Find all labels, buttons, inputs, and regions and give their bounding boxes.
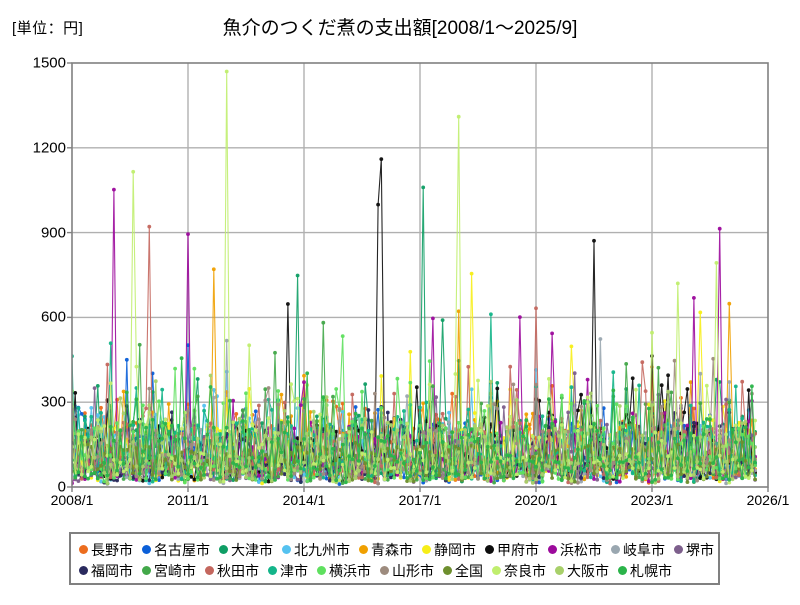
legend-color-swatch-icon <box>317 566 326 575</box>
legend-color-swatch-icon <box>422 545 431 554</box>
legend-color-swatch-icon <box>205 566 214 575</box>
legend-item-label: 大津市 <box>231 541 273 558</box>
legend-item-label: 横浜市 <box>329 562 371 579</box>
legend-color-swatch-icon <box>219 545 228 554</box>
legend-color-swatch-icon <box>492 566 501 575</box>
legend-color-swatch-icon <box>548 545 557 554</box>
legend-item[interactable]: 津市 <box>268 564 308 578</box>
legend-color-swatch-icon <box>268 566 277 575</box>
legend-item-label: 浜松市 <box>560 541 602 558</box>
x-tick-label: 2020/1 <box>514 492 558 508</box>
legend-color-swatch-icon <box>282 545 291 554</box>
legend-color-swatch-icon <box>380 566 389 575</box>
legend-color-swatch-icon <box>618 566 627 575</box>
legend-item[interactable]: 大阪市 <box>555 564 609 578</box>
legend-item-label: 長野市 <box>91 541 133 558</box>
legend-item-label: 宮崎市 <box>154 562 196 579</box>
legend-item-label: 福岡市 <box>91 562 133 579</box>
legend-color-swatch-icon <box>674 545 683 554</box>
legend-item[interactable]: 青森市 <box>359 543 413 557</box>
legend-item[interactable]: 長野市 <box>79 543 133 557</box>
legend-color-swatch-icon <box>485 545 494 554</box>
x-tick-label: 2011/1 <box>167 492 209 508</box>
legend-color-swatch-icon <box>142 566 151 575</box>
legend-item[interactable]: 浜松市 <box>548 543 602 557</box>
legend-item[interactable]: 岐阜市 <box>611 543 665 557</box>
legend-item[interactable]: 北九州市 <box>282 543 350 557</box>
legend-item[interactable]: 福岡市 <box>79 564 133 578</box>
legend-item[interactable]: 山形市 <box>380 564 434 578</box>
legend-color-swatch-icon <box>359 545 368 554</box>
legend-item[interactable]: 宮崎市 <box>142 564 196 578</box>
legend-item[interactable]: 札幌市 <box>618 564 672 578</box>
legend-item-label: 名古屋市 <box>154 541 210 558</box>
legend-item[interactable]: 奈良市 <box>492 564 546 578</box>
legend-row-1: 長野市 名古屋市 大津市 北九州市 青森市 静岡市 甲府市 浜松市 岐阜市 堺市 <box>79 539 714 560</box>
y-tick-label: 300 <box>40 393 66 411</box>
legend-item-label: 全国 <box>455 562 483 579</box>
unit-label: [単位：円] <box>12 20 84 37</box>
legend-item-label: 静岡市 <box>434 541 476 558</box>
legend-item[interactable]: 秋田市 <box>205 564 259 578</box>
legend-item-label: 山形市 <box>392 562 434 579</box>
legend-color-swatch-icon <box>611 545 620 554</box>
legend-item-label: 大阪市 <box>567 562 609 579</box>
y-tick-label: 1200 <box>32 139 66 157</box>
legend-item-label: 岐阜市 <box>623 541 665 558</box>
legend-item-label: 青森市 <box>371 541 413 558</box>
legend-item-label: 津市 <box>280 562 308 579</box>
legend-item-label: 堺市 <box>686 541 714 558</box>
legend-item-label: 甲府市 <box>497 541 539 558</box>
legend-item[interactable]: 静岡市 <box>422 543 476 557</box>
legend-color-swatch-icon <box>555 566 564 575</box>
y-axis-ticks: 1500 1200 900 600 300 0 <box>0 0 66 600</box>
legend-item[interactable]: 横浜市 <box>317 564 371 578</box>
y-tick-label: 900 <box>40 224 66 242</box>
legend-color-swatch-icon <box>79 545 88 554</box>
y-tick-label: 600 <box>40 308 66 326</box>
chart-legend[interactable]: 長野市 名古屋市 大津市 北九州市 青森市 静岡市 甲府市 浜松市 岐阜市 堺市 福岡市 宮崎市 秋田… <box>69 532 720 585</box>
legend-row-2: 福岡市 宮崎市 秋田市 津市 横浜市 山形市 全国 奈良市 大阪市 札幌市 <box>79 560 710 581</box>
chart-title: 魚介のつくだ煮の支出額[2008/1〜2025/9] <box>222 18 578 39</box>
legend-color-swatch-icon <box>443 566 452 575</box>
legend-color-swatch-icon <box>79 566 88 575</box>
x-tick-label: 2023/1 <box>630 492 674 508</box>
x-tick-label: 2008/1 <box>50 492 94 508</box>
y-tick-label: 1500 <box>32 54 66 72</box>
y-tick-label: 0 <box>57 478 66 496</box>
legend-item-label: 北九州市 <box>294 541 350 558</box>
legend-item[interactable]: 名古屋市 <box>142 543 210 557</box>
legend-item[interactable]: 全国 <box>443 564 483 578</box>
legend-item-label: 奈良市 <box>504 562 546 579</box>
legend-item-label: 札幌市 <box>630 562 672 579</box>
legend-item[interactable]: 堺市 <box>674 543 714 557</box>
x-tick-label: 2017/1 <box>398 492 442 508</box>
x-tick-label: 2026/1 <box>746 492 790 508</box>
x-tick-label: 2014/1 <box>282 492 326 508</box>
legend-item[interactable]: 大津市 <box>219 543 273 557</box>
legend-item-label: 秋田市 <box>217 562 259 579</box>
legend-item[interactable]: 甲府市 <box>485 543 539 557</box>
legend-color-swatch-icon <box>142 545 151 554</box>
